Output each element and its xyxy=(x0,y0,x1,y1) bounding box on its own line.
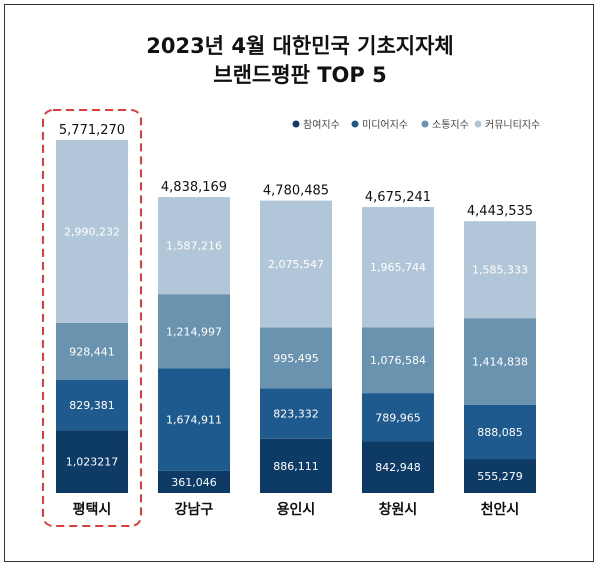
segment-value-label: 1,414,838 xyxy=(472,355,528,368)
legend-marker xyxy=(421,120,429,128)
category-label: 천안시 xyxy=(481,501,520,518)
bar-segment xyxy=(158,294,230,369)
bar-segment xyxy=(362,441,434,493)
bar-segment xyxy=(464,221,536,319)
category-label: 강남구 xyxy=(175,501,214,518)
segment-value-label: 1,214,997 xyxy=(166,325,222,338)
segment-value-label: 1,585,333 xyxy=(472,264,528,277)
segment-value-label: 2,990,232 xyxy=(64,225,120,238)
legend-marker xyxy=(351,120,359,128)
bar-segment xyxy=(56,322,128,380)
chart-title: 2023년 4월 대한민국 기초지자체 xyxy=(146,34,454,58)
segment-value-label: 823,332 xyxy=(273,408,319,421)
legend-label: 미디어지수 xyxy=(362,119,408,131)
bar-total-label: 4,838,169 xyxy=(161,180,227,195)
bar-segment xyxy=(464,318,536,405)
bar-segment xyxy=(56,430,128,493)
bar-segment xyxy=(56,140,128,323)
segment-value-label: 1,965,744 xyxy=(370,261,426,274)
legend-label: 커뮤니티지수 xyxy=(485,119,540,131)
bar-segment xyxy=(260,200,332,328)
legend-label: 참여지수 xyxy=(303,119,340,131)
bars: 1,023217 829,381 928,441 2,990,232 5,771,270… xyxy=(56,123,536,518)
segment-value-label: 2,075,547 xyxy=(268,258,324,271)
highlight-box xyxy=(42,109,142,527)
legend-marker xyxy=(474,120,482,128)
bar-segment xyxy=(260,388,332,439)
bar-segment xyxy=(464,459,536,493)
bar-total-label: 4,675,241 xyxy=(365,190,431,205)
legend: 참여지수 미디어지수 소통지수 커뮤니티지수 xyxy=(292,119,540,131)
segment-value-label: 1,076,584 xyxy=(370,354,426,367)
segment-value-label: 1,674,911 xyxy=(166,414,222,427)
bar-segment xyxy=(158,197,230,295)
segment-value-label: 886,111 xyxy=(273,460,319,473)
bar-segment xyxy=(362,393,434,442)
segment-value-label: 1,587,216 xyxy=(166,240,222,253)
bar-total-label: 4,780,485 xyxy=(263,184,329,199)
category-label: 용인시 xyxy=(277,501,316,518)
bar-segment xyxy=(464,404,536,460)
legend-label: 소통지수 xyxy=(432,119,469,131)
segment-value-label: 789,965 xyxy=(375,411,421,424)
segment-value-label: 995,495 xyxy=(273,352,319,365)
segment-value-label: 829,381 xyxy=(69,399,115,412)
segment-value-label: 928,441 xyxy=(69,345,115,358)
bar-total-label: 4,443,535 xyxy=(467,204,533,219)
bar-segment xyxy=(362,207,434,328)
bar-segment xyxy=(158,470,230,493)
bar-segment xyxy=(362,327,434,394)
segment-value-label: 555,279 xyxy=(477,470,523,483)
segment-value-label: 361,046 xyxy=(171,476,217,489)
bar-segment xyxy=(56,379,128,431)
category-label: 평택시 xyxy=(73,501,112,518)
segment-value-label: 842,948 xyxy=(375,461,421,474)
category-label: 창원시 xyxy=(379,501,418,518)
segment-value-label: 1,023217 xyxy=(66,456,119,469)
bar-segment xyxy=(260,438,332,493)
bar-segment xyxy=(158,368,230,471)
legend-marker xyxy=(292,120,300,128)
chart-frame xyxy=(4,4,594,562)
bar-total-label: 5,771,270 xyxy=(59,123,125,138)
bar-segment xyxy=(260,327,332,389)
chart-subtitle: 브랜드평판 TOP 5 xyxy=(213,63,386,87)
segment-value-label: 888,085 xyxy=(477,426,523,439)
